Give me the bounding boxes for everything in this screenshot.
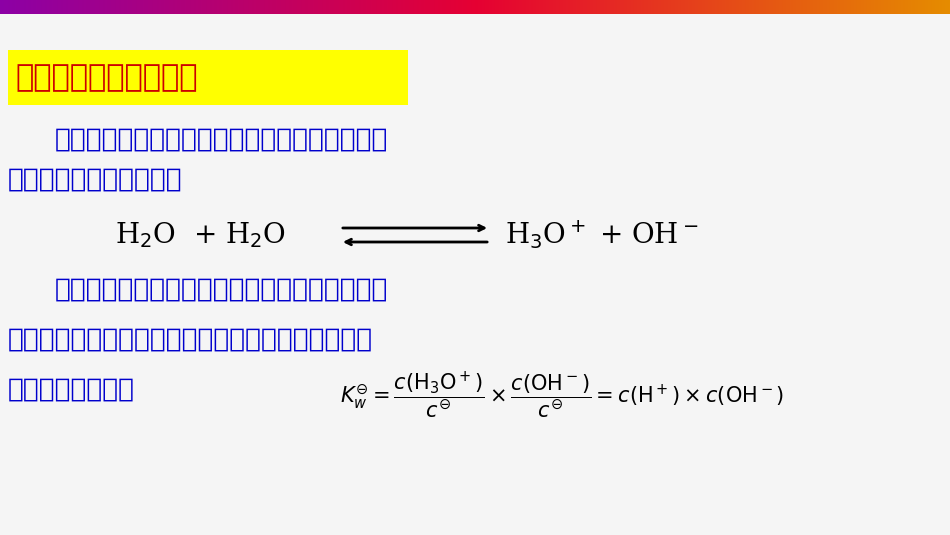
Text: 水作为最重要的溶剂，既可以作为酸给出质子，: 水作为最重要的溶剂，既可以作为酸给出质子， [55, 127, 389, 153]
Text: $K_w^{\ominus}=\dfrac{c(\mathrm{H_3O^+})}{c^{\ominus}}\times\dfrac{c(\mathrm{OH^: $K_w^{\ominus}=\dfrac{c(\mathrm{H_3O^+})… [340, 369, 785, 421]
Text: 该反应称为水的质子自递反应，该反应的标准平: 该反应称为水的质子自递反应，该反应的标准平 [55, 277, 389, 303]
Bar [8, 50, 408, 105]
Text: H$_2$O  + H$_2$O: H$_2$O + H$_2$O [115, 220, 286, 250]
Text: 水的解离平衡和离子积: 水的解离平衡和离子积 [15, 64, 198, 93]
Text: 数，其表达式为：: 数，其表达式为： [8, 377, 135, 403]
Text: 衡常数称为水的质子自递常数，也称为水的离子积常: 衡常数称为水的质子自递常数，也称为水的离子积常 [8, 327, 373, 353]
Text: H$_3$O$^+$ + OH$^-$: H$_3$O$^+$ + OH$^-$ [505, 219, 698, 251]
Text: 又可以作为碱接受质子。: 又可以作为碱接受质子。 [8, 167, 182, 193]
